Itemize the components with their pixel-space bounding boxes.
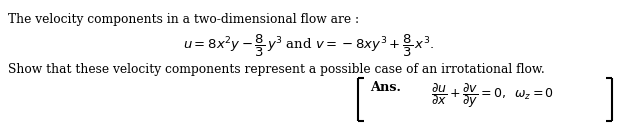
Text: $u = 8x^2y - \dfrac{8}{3}\,y^3$ and $v = -8xy^3 + \dfrac{8}{3}\,x^3.$: $u = 8x^2y - \dfrac{8}{3}\,y^3$ and $v =… <box>184 33 434 59</box>
Text: The velocity components in a two-dimensional flow are :: The velocity components in a two-dimensi… <box>8 13 359 26</box>
Text: Show that these velocity components represent a possible case of an irrotational: Show that these velocity components repr… <box>8 63 544 76</box>
Text: Ans.: Ans. <box>370 81 401 94</box>
Text: $\dfrac{\partial u}{\partial x}+\dfrac{\partial v}{\partial y}=0,\;\;\omega_z=0$: $\dfrac{\partial u}{\partial x}+\dfrac{\… <box>431 81 554 110</box>
